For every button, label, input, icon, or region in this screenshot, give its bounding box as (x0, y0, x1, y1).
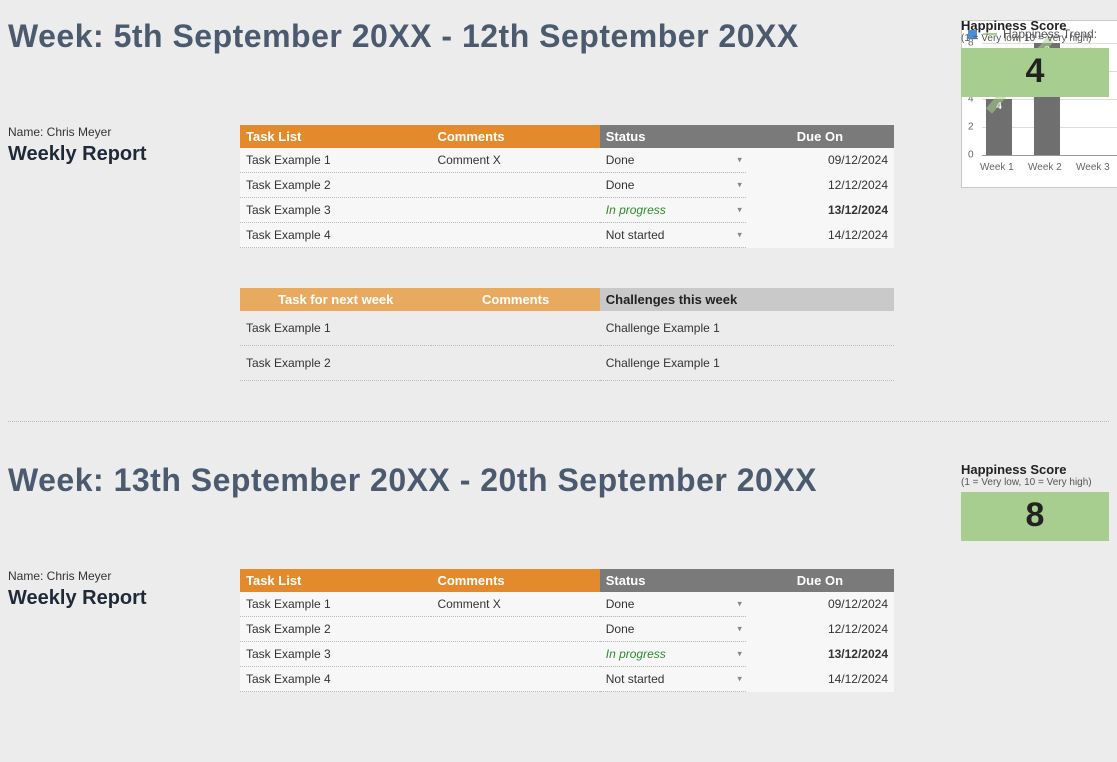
happiness-box: Happiness Score (1 = Very low, 10 = Very… (961, 462, 1109, 541)
task-cell: Task Example 4 (240, 223, 431, 248)
chevron-down-icon: ▾ (737, 624, 742, 635)
comment-cell: Comment X (431, 148, 599, 173)
status-dropdown[interactable]: Not started▾ (600, 223, 746, 248)
table-row: Task Example 1 Challenge Example 1 (240, 311, 894, 346)
task-cell: Task Example 1 (240, 592, 431, 617)
comment-cell (431, 617, 599, 642)
status-dropdown[interactable]: Not started▾ (600, 667, 746, 692)
th-next-comments: Comments (431, 288, 599, 311)
th-comments: Comments (431, 125, 599, 148)
happiness-score-value: 8 (961, 492, 1109, 541)
due-cell: 12/12/2024 (746, 173, 894, 198)
due-cell: 13/12/2024 (746, 642, 894, 667)
comment-cell: Comment X (431, 592, 599, 617)
week-title: Week: 13th September 20XX - 20th Septemb… (8, 462, 817, 499)
table-row: Task Example 4 Not started▾14/12/2024 (240, 223, 894, 248)
th-next-task: Task for next week (240, 288, 431, 311)
th-due: Due On (746, 125, 894, 148)
task-cell: Task Example 3 (240, 198, 431, 223)
table-row: Task Example 3 In progress▾13/12/2024 (240, 198, 894, 223)
th-task: Task List (240, 125, 431, 148)
status-dropdown[interactable]: Done▾ (600, 592, 746, 617)
happiness-sublabel: (1 = Very low, 10 = Very high) (961, 33, 1109, 44)
status-dropdown[interactable]: Done▾ (600, 173, 746, 198)
comment-cell (431, 198, 599, 223)
th-challenges: Challenges this week (600, 288, 894, 311)
due-cell: 13/12/2024 (746, 198, 894, 223)
week-block-2: Week: 13th September 20XX - 20th Septemb… (8, 462, 1109, 692)
due-cell: 14/12/2024 (746, 667, 894, 692)
comment-cell (431, 667, 599, 692)
due-cell: 09/12/2024 (746, 148, 894, 173)
comment-cell (431, 223, 599, 248)
table-row: Task Example 1Comment XDone▾09/12/2024 (240, 592, 894, 617)
challenge-cell: Challenge Example 1 (600, 311, 894, 346)
task-cell: Task Example 4 (240, 667, 431, 692)
due-cell: 14/12/2024 (746, 223, 894, 248)
meta-column: Name: Chris Meyer Weekly Report (8, 125, 230, 166)
table-row: Task Example 2 Done▾12/12/2024 (240, 617, 894, 642)
task-table: Task List Comments Status Due On Task Ex… (240, 569, 894, 692)
status-dropdown[interactable]: In progress▾ (600, 642, 746, 667)
meta-column: Name: Chris Meyer Weekly Report (8, 569, 230, 610)
next-comment-cell (431, 311, 599, 346)
chevron-down-icon: ▾ (737, 230, 742, 241)
th-due: Due On (746, 569, 894, 592)
chevron-down-icon: ▾ (737, 205, 742, 216)
th-status: Status (600, 125, 746, 148)
happiness-score-value: 4 (961, 48, 1109, 97)
comment-cell (431, 642, 599, 667)
due-cell: 12/12/2024 (746, 617, 894, 642)
task-cell: Task Example 2 (240, 617, 431, 642)
chevron-down-icon: ▾ (737, 674, 742, 685)
next-week-table: Task for next week Comments Challenges t… (240, 288, 894, 381)
table-row: Task Example 2 Challenge Example 1 (240, 346, 894, 381)
comment-cell (431, 173, 599, 198)
due-cell: 09/12/2024 (746, 592, 894, 617)
table-row: Task Example 1Comment XDone▾09/12/2024 (240, 148, 894, 173)
next-comment-cell (431, 346, 599, 381)
next-task-cell: Task Example 1 (240, 311, 431, 346)
table-row: Task Example 4 Not started▾14/12/2024 (240, 667, 894, 692)
chevron-down-icon: ▾ (737, 180, 742, 191)
report-title: Weekly Report (8, 587, 230, 610)
th-comments: Comments (431, 569, 599, 592)
status-dropdown[interactable]: Done▾ (600, 148, 746, 173)
challenge-cell: Challenge Example 1 (600, 346, 894, 381)
chevron-down-icon: ▾ (737, 649, 742, 660)
happiness-box: Happiness Score (1 = Very low, 10 = Very… (961, 18, 1109, 97)
reporter-name: Name: Chris Meyer (8, 569, 230, 583)
table-row: Task Example 2 Done▾12/12/2024 (240, 173, 894, 198)
happiness-label: Happiness Score (961, 462, 1109, 477)
weekly-report-page: Happiness Trend: 02468Week 14Week 28Week… (0, 0, 1117, 762)
chevron-down-icon: ▾ (737, 155, 742, 166)
week-block-1: Week: 5th September 20XX - 12th Septembe… (8, 18, 1109, 381)
happiness-sublabel: (1 = Very low, 10 = Very high) (961, 477, 1109, 488)
chevron-down-icon: ▾ (737, 599, 742, 610)
happiness-label: Happiness Score (961, 18, 1109, 33)
table-row: Task Example 3 In progress▾13/12/2024 (240, 642, 894, 667)
section-divider (8, 421, 1109, 422)
task-table: Task List Comments Status Due On Task Ex… (240, 125, 894, 248)
th-task: Task List (240, 569, 431, 592)
task-cell: Task Example 3 (240, 642, 431, 667)
week-title: Week: 5th September 20XX - 12th Septembe… (8, 18, 799, 55)
status-dropdown[interactable]: Done▾ (600, 617, 746, 642)
th-status: Status (600, 569, 746, 592)
task-cell: Task Example 2 (240, 173, 431, 198)
status-dropdown[interactable]: In progress▾ (600, 198, 746, 223)
reporter-name: Name: Chris Meyer (8, 125, 230, 139)
report-title: Weekly Report (8, 143, 230, 166)
next-task-cell: Task Example 2 (240, 346, 431, 381)
task-cell: Task Example 1 (240, 148, 431, 173)
